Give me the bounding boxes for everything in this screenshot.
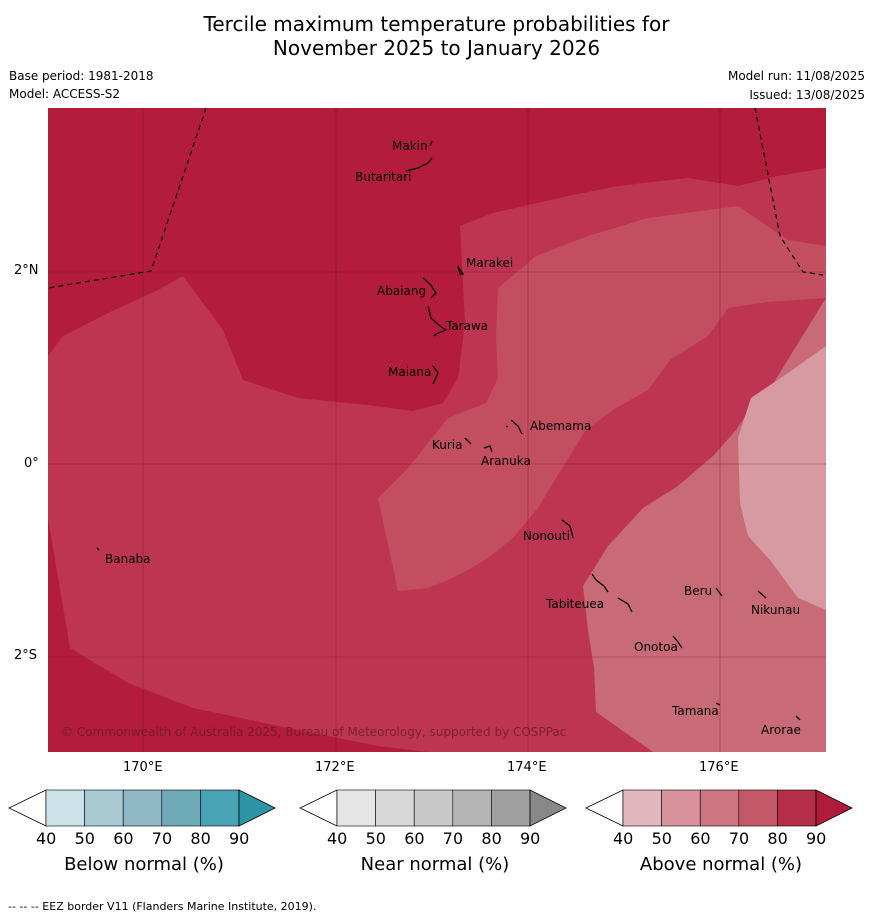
label-tamana: Tamana [671,704,719,718]
probability-map: Makin Butaritari Marakei Abaiang Tarawa … [48,108,826,752]
colorbar-arrow-high [815,789,853,827]
lon-tick-174e: 174°E [507,760,547,775]
label-aranuka: Aranuka [481,454,531,468]
colorbar-segment [84,789,124,827]
colorbar-tick-label: 50 [74,829,95,848]
colorbar-tick-label: 60 [113,829,134,848]
colorbar-tick-label: 40 [327,829,348,848]
colorbar-tick-label: 90 [229,829,250,848]
colorbar-above [585,789,857,831]
colorbar-segment [699,789,740,827]
label-marakei: Marakei [466,256,513,270]
colorbar-tick-label: 70 [151,829,173,848]
band-60-above [378,206,826,591]
label-maiana: Maiana [388,365,431,379]
colorbar-arrow-high [529,789,567,827]
colorbar-arrow-low [585,789,624,827]
colorbar-tick-label: 70 [442,829,464,848]
colorbar-tick-label: 60 [690,829,711,848]
colorbar-tick-label: 40 [36,829,57,848]
colorbar-segment [622,789,662,827]
lat-tick-0: 0° [24,456,39,471]
band-40-above [738,346,826,610]
label-nikunau: Nikunau [751,603,800,617]
colorbar-above-svg [585,789,853,827]
colorbar-segment [661,789,701,827]
map-title: Tercile maximum temperature probabilitie… [0,12,873,60]
lon-tick-170e: 170°E [123,760,163,775]
title-line-2: November 2025 to January 2026 [272,36,601,60]
colorbar-segment [777,789,817,827]
colorbar-arrow-low [8,789,47,827]
colorbar-tick-label: 80 [767,829,788,848]
label-butaritari: Butaritari [355,170,412,184]
lat-tick-2n: 2°N [14,263,39,278]
colorbar-tick-label: 40 [613,829,634,848]
base-period: Base period: 1981-2018 [9,69,154,83]
colorbar-near [299,789,571,831]
colorbar-arrow-high [238,789,276,827]
place-labels: Makin Butaritari Marakei Abaiang Tarawa … [105,139,801,737]
colorbar-segment [413,789,454,827]
title-line-1: Tercile maximum temperature probabilitie… [203,12,670,36]
colorbar-tick-label: 60 [404,829,425,848]
colorbar-above-label: Above normal (%) [639,854,803,875]
colorbar-segment [738,789,778,827]
colorbar-near-svg [299,789,567,827]
colorbar-tick-label: 70 [728,829,750,848]
colorbar-below-label: Below normal (%) [64,854,224,875]
colorbar-tick-label: 90 [520,829,541,848]
label-banaba: Banaba [105,552,151,566]
label-onotoa: Onotoa [634,640,678,654]
colorbar-tick-label: 50 [365,829,386,848]
label-tarawa: Tarawa [445,319,488,333]
band-50-above [583,298,826,752]
model-name: Model: ACCESS-S2 [9,87,121,101]
label-abaiang: Abaiang [377,284,426,298]
colorbar-segment [161,789,201,827]
lon-tick-176e: 176°E [699,760,739,775]
colorbar-segment [375,789,415,827]
colorbar-near-label: Near normal (%) [360,854,510,875]
label-beru: Beru [684,584,712,598]
colorbar-tick-label: 80 [481,829,502,848]
colorbar-segment [45,789,85,827]
colorbar-tick-label: 80 [190,829,211,848]
colorbar-below [8,789,280,831]
eez-footer-note: -- -- -- EEZ border V11 (Flanders Marine… [8,900,317,913]
colorbar-segment [200,789,240,827]
colorbar-segment [336,789,376,827]
lon-tick-172e: 172°E [315,760,355,775]
eez-borders [48,108,824,289]
colorbar-below-svg [8,789,276,827]
label-kuria: Kuria [432,438,463,452]
model-run: Model run: 11/08/2025 [727,69,865,83]
copyright-notice: © Commonwealth of Australia 2025, Bureau… [61,725,566,739]
label-abemama: Abemama [530,419,591,433]
issued-date: Issued: 13/08/2025 [749,88,865,102]
island-outlines [96,140,801,721]
gridlines [48,108,826,752]
label-makin: Makin [392,139,428,153]
colorbar-segment [491,789,531,827]
colorbar-segment [122,789,163,827]
label-tabiteuea: Tabiteuea [545,597,604,611]
label-nonouti: Nonouti [523,529,570,543]
lat-tick-2s: 2°S [14,648,38,663]
colorbar-arrow-low [299,789,338,827]
colorbar-segment [452,789,492,827]
colorbar-tick-label: 90 [806,829,827,848]
label-arorae: Arorae [761,723,801,737]
colorbar-tick-label: 50 [651,829,672,848]
